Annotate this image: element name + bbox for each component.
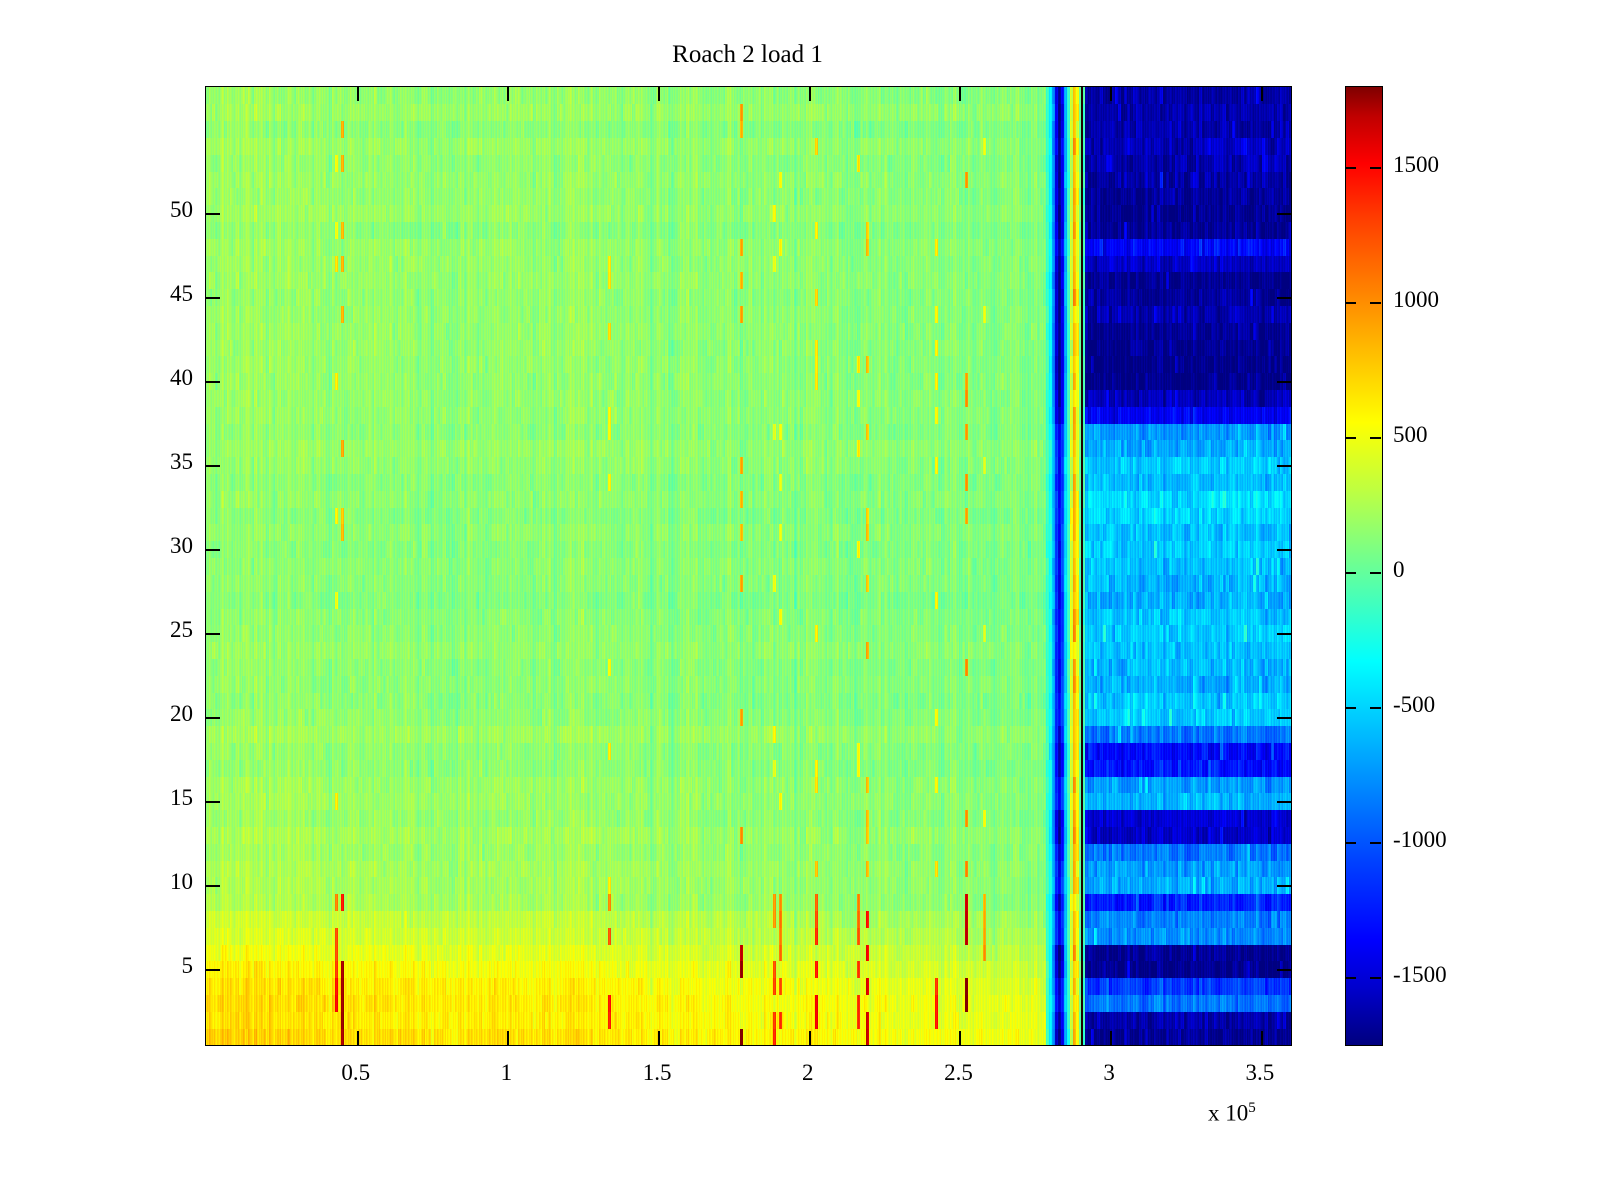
x-axis-tick: [1110, 87, 1113, 101]
x-axis-tick: [808, 87, 811, 101]
x-axis-tick: [658, 1031, 661, 1045]
y-axis-tick: [1277, 213, 1291, 216]
x-axis-tick: [507, 87, 510, 101]
colorbar-tick-label: 1500: [1393, 151, 1439, 177]
y-axis-tick: [1277, 885, 1291, 888]
colorbar-tick: [1370, 976, 1381, 979]
x-axis-tick-label: 2.5: [944, 1060, 973, 1085]
x-axis-tick-label: 0.5: [341, 1060, 371, 1085]
y-axis-tick-label: 40: [170, 365, 193, 391]
y-axis-tick: [206, 381, 220, 384]
x-axis-exponent-power: 5: [1248, 1100, 1256, 1116]
y-axis-tick: [206, 885, 220, 888]
y-axis-tick: [206, 801, 220, 804]
x-axis-tick: [1260, 87, 1263, 101]
x-axis-tick: [808, 1031, 811, 1045]
colorbar-tick: [1370, 166, 1381, 169]
x-axis-tick: [959, 1031, 962, 1045]
x-axis-tick-label: 3: [1103, 1060, 1115, 1085]
y-axis-tick-label: 30: [170, 533, 193, 559]
colorbar-tick-label: -1000: [1393, 826, 1447, 852]
colorbar-tick-label: 1000: [1393, 286, 1439, 312]
x-axis-tick: [356, 87, 359, 101]
colorbar-container[interactable]: 1500 1000 500 0 -500 -1000 -1500: [1345, 86, 1447, 1046]
colorbar-tick-label: -500: [1393, 691, 1436, 717]
y-axis-tick-label: 15: [170, 785, 193, 811]
x-axis-tick-label: 2: [802, 1060, 814, 1085]
x-axis-tick: [507, 1031, 510, 1045]
colorbar-tick: [1370, 436, 1381, 439]
y-axis-tick: [1277, 549, 1291, 552]
y-axis-tick: [206, 297, 220, 300]
y-axis-tick-label: 5: [181, 953, 194, 979]
y-axis-tick-label: 35: [170, 449, 193, 475]
y-axis-tick-label: 20: [170, 701, 193, 727]
x-axis-exponent-base: x 10: [1208, 1100, 1249, 1126]
y-axis-tick: [1277, 969, 1291, 972]
heatmap-image[interactable]: [206, 87, 1291, 1045]
y-axis-tick-label: 25: [170, 617, 193, 643]
colorbar-tick: [1370, 301, 1381, 304]
y-axis-tick-label: 50: [170, 197, 193, 223]
colorbar-tick-label: -1500: [1393, 961, 1447, 987]
colorbar-tick: [1370, 571, 1381, 574]
x-axis-tick-label: 1: [500, 1060, 513, 1085]
colorbar-gradient[interactable]: [1345, 86, 1383, 1046]
x-axis-tick: [959, 87, 962, 101]
y-axis-tick: [206, 717, 220, 720]
colorbar-tick-label: 0: [1393, 556, 1405, 582]
y-axis-tick-label: 45: [170, 281, 193, 307]
colorbar-tick: [1370, 706, 1381, 709]
colorbar-tick: [1370, 841, 1381, 844]
y-axis-tick: [206, 969, 220, 972]
colorbar-tick: [1345, 841, 1356, 844]
x-axis-exponent-label: x 105: [1208, 1100, 1256, 1127]
colorbar-tick-label: 500: [1393, 421, 1428, 447]
y-axis-tick: [206, 465, 220, 468]
y-axis-tick-label: 10: [170, 869, 193, 895]
colorbar-tick: [1345, 976, 1356, 979]
x-axis-tick-label: 1.5: [642, 1060, 672, 1085]
colorbar-tick: [1345, 436, 1356, 439]
y-axis-tick: [206, 549, 220, 552]
y-axis-tick: [206, 633, 220, 636]
y-axis-tick: [1277, 717, 1291, 720]
y-axis-tick: [206, 213, 220, 216]
x-axis-tick: [1260, 1031, 1263, 1045]
colorbar-tick: [1345, 571, 1356, 574]
y-axis-tick: [1277, 465, 1291, 468]
x-axis-tick: [1110, 1031, 1113, 1045]
x-axis-tick: [658, 87, 661, 101]
heatmap-axes[interactable]: [205, 86, 1292, 1046]
page-title: Roach 2 load 1: [672, 41, 823, 68]
y-axis-tick: [1277, 297, 1291, 300]
x-axis-tick: [356, 1031, 359, 1045]
colorbar-tick: [1345, 706, 1356, 709]
colorbar-tick: [1345, 166, 1356, 169]
colorbar-tick: [1345, 301, 1356, 304]
y-axis-tick: [1277, 381, 1291, 384]
y-axis-tick: [1277, 633, 1291, 636]
y-axis-tick: [1277, 801, 1291, 804]
x-axis-tick-label: 3.5: [1245, 1060, 1275, 1085]
